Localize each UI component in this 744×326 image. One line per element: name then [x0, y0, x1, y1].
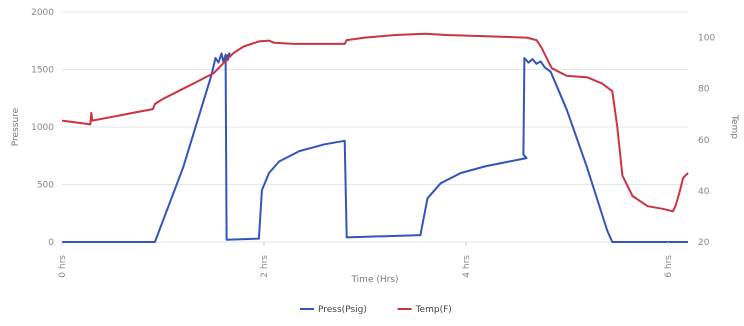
series-layer [61, 32, 689, 243]
grid-layer [62, 11, 688, 243]
x-tick-label: 0 hrs [58, 255, 68, 278]
y-left-axis-title: Pressure [11, 107, 21, 146]
y-left-tick-label: 2000 [31, 8, 54, 18]
x-axis-title: Time (Hrs) [350, 275, 398, 285]
legend-label: Temp(F) [415, 305, 452, 315]
x-tick-label: 4 hrs [462, 255, 472, 278]
y-left-tick-label: 1000 [31, 123, 54, 133]
y-right-tick-label: 100 [698, 34, 715, 44]
y-right-tick-label: 80 [698, 85, 710, 95]
legend-item[interactable]: Press(Psig) [300, 305, 367, 315]
x-tick-label: 2 hrs [260, 255, 270, 278]
legend-item[interactable]: Temp(F) [397, 305, 452, 315]
legend[interactable]: Press(Psig) Temp(F) [300, 305, 452, 315]
y-left-tick-label: 1500 [31, 66, 54, 76]
y-right-tick-label: 60 [698, 136, 710, 146]
y-right-tick-label: 20 [698, 238, 710, 248]
y-left-tick-label: 0 [48, 238, 54, 248]
axis-layer: 0 500 1000 1500 2000 20 40 60 80 100 0 hrs 2 hrs 4 h… [11, 8, 739, 285]
series-line-press-psig [62, 52, 688, 243]
legend-label: Press(Psig) [318, 305, 367, 315]
y-right-tick-label: 40 [698, 187, 710, 197]
series-line-temp-f [61, 32, 689, 213]
y-left-tick-label: 500 [37, 181, 54, 191]
x-tick-label: 6 hrs [664, 255, 674, 278]
y-right-axis-title: Temp [729, 114, 739, 139]
